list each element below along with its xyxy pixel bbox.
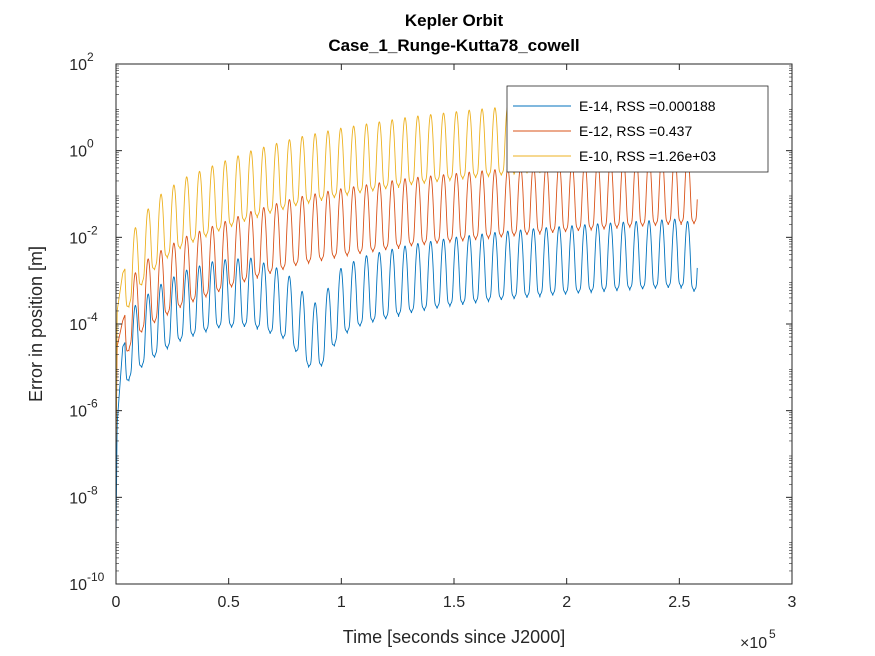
legend-label: E-12, RSS =0.437 [579, 123, 692, 139]
series-line [115, 155, 698, 455]
x-tick-label: 1.5 [443, 594, 465, 611]
y-tick-label-base: 10 [69, 404, 87, 421]
y-tick-label-base: 10 [69, 490, 87, 507]
y-tick-label-exp: 0 [87, 137, 94, 151]
chart-title: Kepler Orbit [405, 11, 504, 30]
y-tick-label-base: 10 [69, 317, 87, 334]
x-tick-label: 0 [112, 594, 121, 611]
y-axis-label: Error in position [m] [26, 246, 46, 402]
series-line [115, 218, 698, 541]
y-tick-label-base: 10 [69, 230, 87, 247]
y-tick-label-exp: -10 [87, 570, 105, 584]
x-scale-exponent: 5 [769, 627, 776, 641]
x-tick-label: 1 [337, 594, 346, 611]
x-axis-ticks: 0 0.5 1 1.5 2 2.5 3 [112, 64, 797, 611]
y-tick-label-base: 10 [69, 57, 87, 74]
y-tick-label-exp: 2 [87, 50, 94, 64]
legend: E-14, RSS =0.000188 E-12, RSS =0.437 E-10,… [506, 85, 769, 173]
x-tick-label: 2 [562, 594, 571, 611]
chart-subtitle: Case_1_Runge-Kutta78_cowell [328, 36, 579, 55]
x-scale-multiplier: ×10 5 [740, 627, 776, 652]
y-tick-label-exp: -4 [87, 310, 98, 324]
x-tick-label: 2.5 [668, 594, 690, 611]
y-tick-label-base: 10 [69, 144, 87, 161]
legend-label: E-10, RSS =1.26e+03 [579, 148, 716, 164]
x-tick-label: 0.5 [218, 594, 240, 611]
y-tick-label-exp: -2 [87, 223, 98, 237]
y-tick-label-base: 10 [69, 577, 87, 594]
x-axis-label: Time [seconds since J2000] [343, 627, 565, 647]
legend-label: E-14, RSS =0.000188 [579, 98, 716, 114]
x-scale-note: ×10 [740, 635, 767, 652]
x-tick-label: 3 [788, 594, 797, 611]
y-tick-label-exp: -8 [87, 483, 98, 497]
y-tick-label-exp: -6 [87, 397, 98, 411]
legend-box [506, 85, 769, 173]
